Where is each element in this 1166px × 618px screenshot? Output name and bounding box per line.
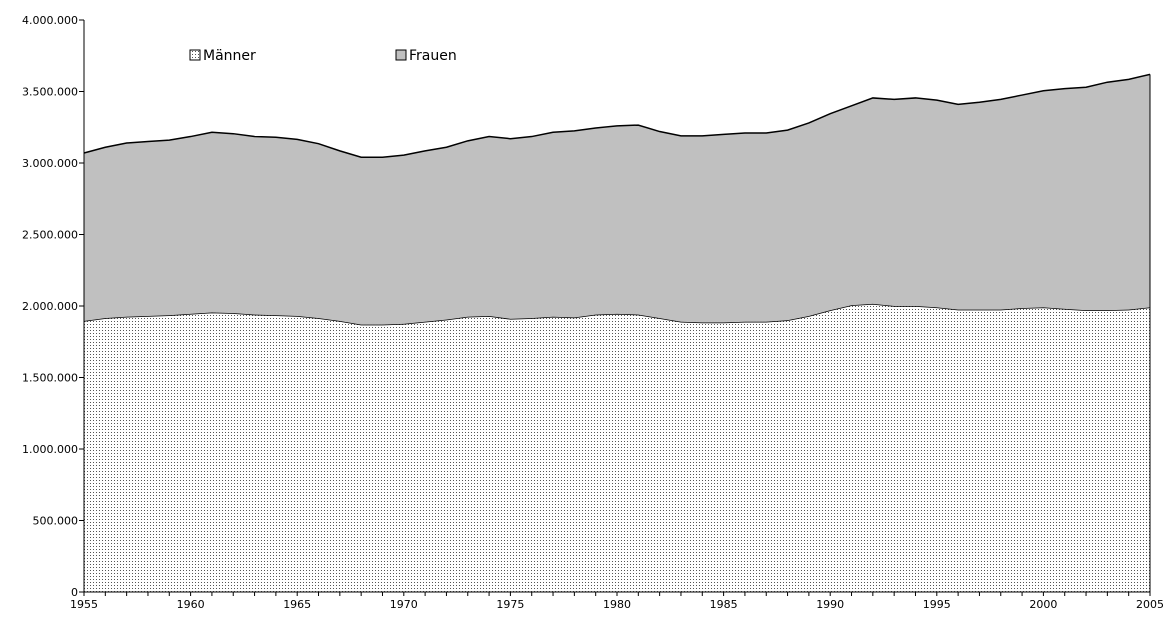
- x-tick-label: 1995: [923, 598, 951, 611]
- y-tick-label: 2.000.000: [22, 300, 78, 313]
- x-tick-label: 1980: [603, 598, 631, 611]
- y-tick-label: 3.000.000: [22, 157, 78, 170]
- y-tick-label: 2.500.000: [22, 229, 78, 242]
- series-line-frauen: [83, 73, 1151, 159]
- x-tick-label: 1970: [390, 598, 418, 611]
- axes: 0 500.000 1.000.000 1.500.000 2.000.000 2.500…: [22, 14, 1164, 611]
- x-tick-label: 1975: [496, 598, 524, 611]
- x-tick-label: 1990: [816, 598, 844, 611]
- plot-area: [83, 73, 1151, 592]
- x-tick-label: 1965: [283, 598, 311, 611]
- y-tick-label: 500.000: [33, 515, 79, 528]
- legend: Männer Frauen: [189, 48, 457, 64]
- x-tick-label: 1955: [70, 598, 98, 611]
- x-tick-label: 2005: [1136, 598, 1164, 611]
- legend-label-frauen: Frauen: [409, 48, 457, 64]
- x-tick-label: 1985: [710, 598, 738, 611]
- y-tick-label: 0: [71, 586, 78, 599]
- legend-swatch-frauen: [395, 49, 407, 61]
- y-tick-label: 1.000.000: [22, 443, 78, 456]
- y-tick-label: 4.000.000: [22, 14, 78, 27]
- legend-label-maenner: Männer: [203, 48, 256, 64]
- legend-swatch-maenner: [189, 49, 201, 61]
- area-maenner: [84, 303, 1150, 592]
- y-tick-label: 3.500.000: [22, 86, 78, 99]
- x-tick-label: 2000: [1029, 598, 1057, 611]
- area-frauen: [84, 74, 1150, 325]
- x-tick-label: 1960: [177, 598, 205, 611]
- y-tick-label: 1.500.000: [22, 372, 78, 385]
